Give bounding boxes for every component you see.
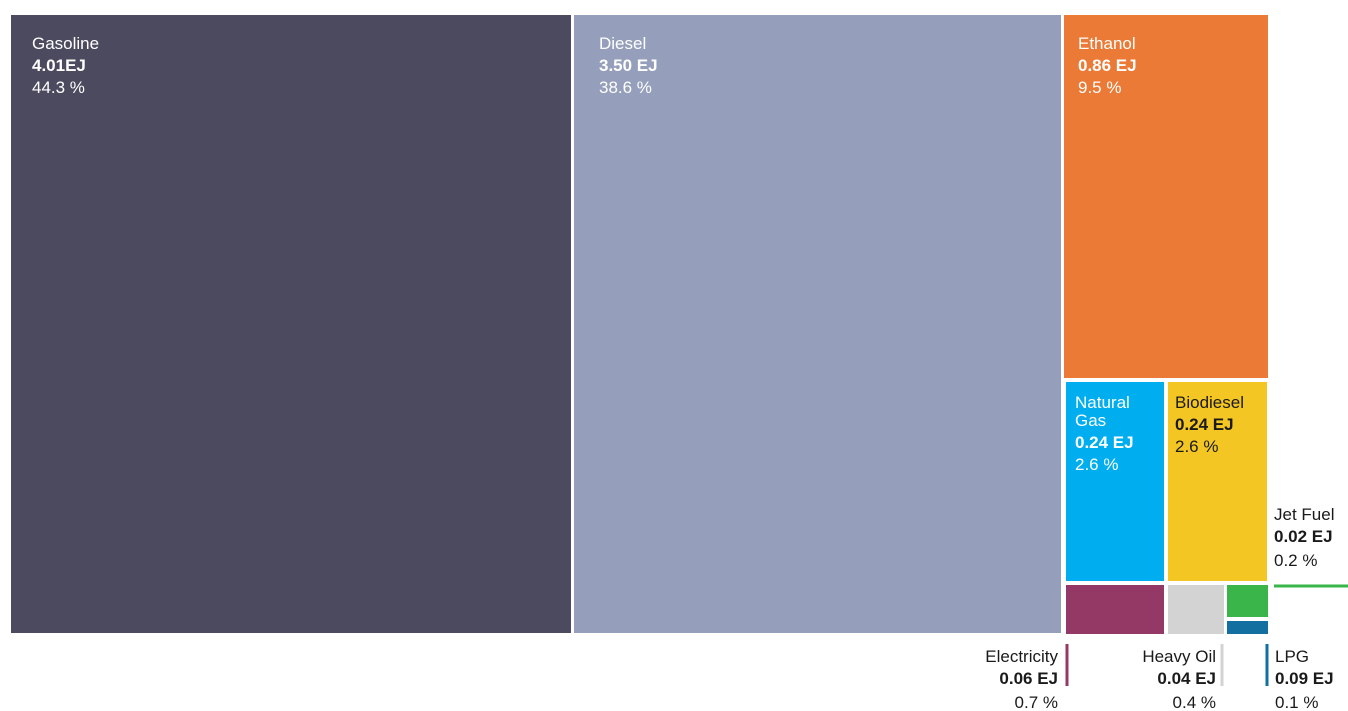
tile-biodiesel: Biodiesel 0.24 EJ 2.6 %	[1168, 382, 1267, 581]
tile-value-diesel: 3.50 EJ	[599, 56, 658, 75]
label-value-lpg: 0.09 EJ	[1275, 669, 1334, 688]
label-percent-electricity: 0.7 %	[1015, 693, 1058, 711]
tile-jet-fuel: Jet Fuel 0.02 EJ 0.2 %	[1227, 505, 1348, 617]
label-name-lpg: LPG	[1275, 647, 1309, 666]
label-percent-lpg: 0.1 %	[1275, 693, 1318, 711]
tile-rect-heavy-oil	[1168, 585, 1224, 634]
tile-value-natural-gas: 0.24 EJ	[1075, 433, 1134, 452]
label-name-heavy-oil: Heavy Oil	[1142, 647, 1216, 666]
tile-percent-biodiesel: 2.6 %	[1175, 437, 1218, 456]
tile-rect-jet-fuel	[1227, 585, 1268, 617]
tile-name-natural-gas-line-2: Gas	[1075, 411, 1106, 430]
tile-rect-biodiesel	[1168, 382, 1267, 581]
tile-rect-electricity	[1066, 585, 1164, 634]
tile-rect-ethanol	[1064, 15, 1268, 378]
tile-value-ethanol: 0.86 EJ	[1078, 56, 1137, 75]
tile-ethanol: Ethanol 0.86 EJ 9.5 %	[1064, 15, 1268, 378]
tile-rect-lpg	[1227, 621, 1268, 634]
tile-rect-diesel	[574, 15, 1061, 633]
label-value-heavy-oil: 0.04 EJ	[1157, 669, 1216, 688]
tile-gasoline: Gasoline 4.01EJ 44.3 %	[11, 15, 571, 633]
tile-percent-ethanol: 9.5 %	[1078, 78, 1121, 97]
tile-name-ethanol: Ethanol	[1078, 34, 1136, 53]
tile-name-diesel: Diesel	[599, 34, 646, 53]
tile-value-biodiesel: 0.24 EJ	[1175, 415, 1234, 434]
tile-electricity: Electricity 0.06 EJ 0.7 %	[985, 585, 1164, 711]
tile-name-gasoline: Gasoline	[32, 34, 99, 53]
tile-heavy-oil: Heavy Oil 0.04 EJ 0.4 %	[1142, 585, 1224, 711]
tile-percent-natural-gas: 2.6 %	[1075, 455, 1118, 474]
label-percent-jet-fuel: 0.2 %	[1274, 551, 1317, 570]
label-name-jet-fuel: Jet Fuel	[1274, 505, 1334, 524]
label-percent-heavy-oil: 0.4 %	[1173, 693, 1216, 711]
label-name-electricity: Electricity	[985, 647, 1058, 666]
tile-name-natural-gas-line-1: Natural	[1075, 393, 1130, 412]
tile-value-gasoline: 4.01EJ	[32, 56, 86, 75]
label-value-electricity: 0.06 EJ	[999, 669, 1058, 688]
tile-lpg: LPG 0.09 EJ 0.1 %	[1227, 621, 1334, 711]
tile-diesel: Diesel 3.50 EJ 38.6 %	[574, 15, 1061, 633]
tile-percent-diesel: 38.6 %	[599, 78, 652, 97]
label-value-jet-fuel: 0.02 EJ	[1274, 527, 1333, 546]
tile-name-biodiesel: Biodiesel	[1175, 393, 1244, 412]
tile-rect-natural-gas	[1066, 382, 1164, 581]
tile-percent-gasoline: 44.3 %	[32, 78, 85, 97]
tile-rect-gasoline	[11, 15, 571, 633]
